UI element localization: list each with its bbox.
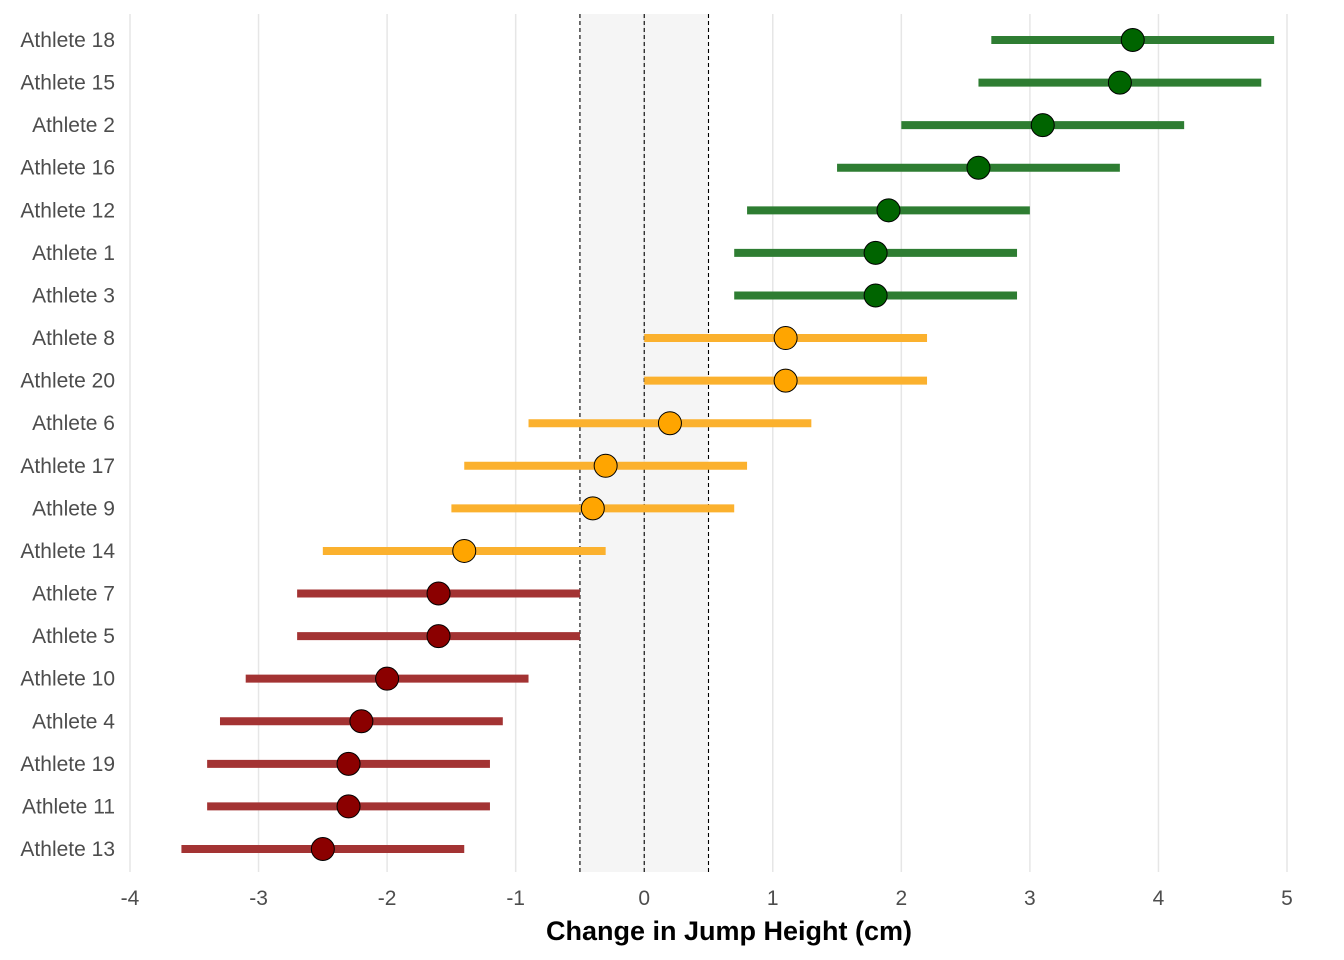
x-tick-label: 3 <box>1024 887 1036 910</box>
athlete-label: Athlete 1 <box>32 242 115 265</box>
athlete-label: Athlete 5 <box>32 625 115 648</box>
x-tick-label: -2 <box>378 887 397 910</box>
estimate-point <box>863 283 888 308</box>
reference-lines <box>579 14 710 872</box>
athlete-label: Athlete 13 <box>20 838 115 861</box>
athlete-label: Athlete 15 <box>20 72 115 95</box>
estimate-point <box>336 794 361 819</box>
athlete-label: Athlete 10 <box>20 668 115 691</box>
estimate-point <box>593 453 618 478</box>
athlete-label: Athlete 17 <box>20 455 115 478</box>
estimate-point <box>657 411 682 436</box>
x-tick-labels: -4 -3 -2 -1 0 1 2 3 4 5 <box>121 887 1293 910</box>
athlete-label: Athlete 20 <box>20 370 115 393</box>
athlete-label: Athlete 4 <box>32 710 115 733</box>
interval-bars <box>181 36 1275 853</box>
x-tick-label: 4 <box>1153 887 1165 910</box>
estimate-point <box>310 837 335 861</box>
athlete-label: Athlete 9 <box>32 497 115 520</box>
estimate-point <box>580 496 605 521</box>
estimate-point <box>863 240 888 265</box>
x-tick-label: 1 <box>767 887 779 910</box>
estimate-point <box>876 198 901 223</box>
estimate-point <box>452 538 477 563</box>
estimate-point <box>966 155 991 180</box>
estimate-point <box>375 666 400 691</box>
athlete-label: Athlete 7 <box>32 583 115 606</box>
estimate-point <box>1120 28 1145 52</box>
estimate-point <box>426 624 451 649</box>
athlete-label: Athlete 11 <box>22 795 115 818</box>
estimate-point <box>349 709 374 734</box>
athlete-label: Athlete 14 <box>20 540 115 563</box>
athlete-label: Athlete 2 <box>32 114 115 137</box>
athlete-label: Athlete 8 <box>32 327 115 350</box>
x-tick-label: -1 <box>506 887 525 910</box>
estimate-point <box>773 368 798 393</box>
estimate-points <box>310 28 1145 861</box>
athlete-label: Athlete 6 <box>32 412 115 435</box>
athlete-label: Athlete 3 <box>32 284 115 307</box>
athlete-label: Athlete 12 <box>20 199 115 222</box>
x-tick-label: 0 <box>638 887 650 910</box>
athlete-label: Athlete 16 <box>20 157 115 180</box>
estimate-point <box>426 581 451 606</box>
x-tick-label: 5 <box>1281 887 1293 910</box>
estimate-point <box>1107 70 1132 95</box>
x-tick-label: -4 <box>121 887 140 910</box>
estimate-point <box>773 326 798 351</box>
athlete-label: Athlete 19 <box>20 753 115 776</box>
estimate-point <box>336 751 361 776</box>
athlete-label: Athlete 18 <box>20 29 115 52</box>
gridlines <box>129 14 1288 872</box>
athlete-labels: Athlete 18 Athlete 15 Athlete 2 Athlete 16 A… <box>20 29 115 861</box>
x-tick-label: -3 <box>249 887 268 910</box>
estimate-point <box>1030 113 1055 138</box>
x-axis-title: Change in Jump Height (cm) <box>546 916 912 946</box>
x-tick-label: 2 <box>895 887 907 910</box>
